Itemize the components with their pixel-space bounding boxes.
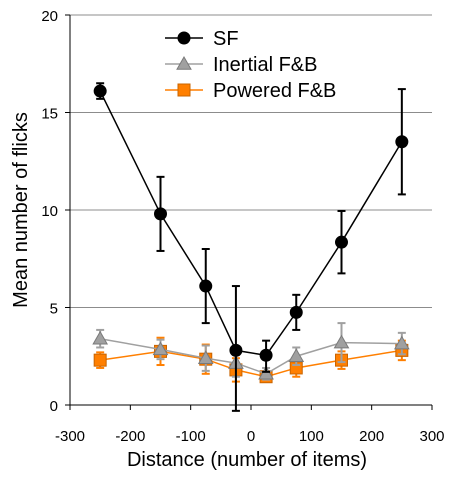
data-point-inertial-f-b-5 — [288, 348, 305, 362]
y-tick-label-15: 15 — [41, 106, 58, 123]
legend-item-powered-f-b: Powered F&B — [165, 80, 336, 102]
data-point-sf-0 — [93, 84, 107, 98]
legend-label-inertial-f-b: Inertial F&B — [213, 54, 317, 76]
data-point-sf-3 — [229, 343, 243, 357]
series-line-inertial-f-b — [100, 337, 402, 375]
legend-label-sf: SF — [213, 28, 239, 50]
legend-item-sf: SF — [165, 28, 239, 50]
data-point-inertial-f-b-0 — [92, 330, 109, 345]
y-axis-title: Mean number of flicks — [10, 112, 32, 308]
x-tick-label-200: 200 — [359, 428, 384, 445]
legend-marker-sf — [177, 31, 191, 45]
series-powered-f-b — [93, 336, 409, 384]
x-tick-label--200: -200 — [115, 428, 145, 445]
y-tick-label-0: 0 — [50, 398, 58, 415]
data-point-sf-2 — [199, 279, 213, 293]
data-point-sf-4 — [259, 348, 273, 362]
data-point-inertial-f-b-1 — [152, 341, 169, 356]
x-tick-label-0: 0 — [247, 428, 255, 445]
data-point-inertial-f-b-7 — [393, 335, 410, 350]
gridlines — [70, 14, 432, 308]
ticks: -300 -200 -100 0 100 200 300 0 5 10 15 20 — [41, 8, 444, 445]
y-tick-label-20: 20 — [41, 8, 58, 25]
x-tick-label-100: 100 — [299, 428, 324, 445]
legend-item-inertial-f-b: Inertial F&B — [165, 54, 317, 76]
series-inertial-f-b — [92, 322, 410, 381]
series-line-sf — [99, 90, 403, 357]
x-tick-label-300: 300 — [419, 428, 444, 445]
legend-marker-inertial-f-b — [176, 55, 192, 70]
legend-label-powered-f-b: Powered F&B — [213, 80, 336, 102]
x-tick-label--100: -100 — [176, 428, 206, 445]
data-point-sf-6 — [335, 235, 348, 249]
data-point-powered-f-b-0 — [93, 353, 107, 367]
data-point-inertial-f-b-2 — [197, 350, 214, 364]
x-tick-label--300: -300 — [55, 428, 85, 445]
series-sf — [93, 82, 409, 412]
y-tick-label-5: 5 — [50, 301, 58, 318]
data-point-sf-5 — [289, 305, 303, 319]
series — [92, 82, 410, 412]
data-point-inertial-f-b-6 — [333, 334, 350, 349]
x-axis-title: Distance (number of items) — [127, 449, 367, 471]
data-point-sf-7 — [395, 135, 409, 149]
y-tick-label-10: 10 — [41, 203, 58, 220]
legend: SF Inertial F&B Powered F&B — [165, 28, 336, 102]
legend-marker-powered-f-b — [177, 83, 191, 97]
data-point-sf-1 — [154, 207, 167, 221]
data-point-inertial-f-b-4 — [258, 365, 274, 380]
series-line-powered-f-b — [100, 349, 402, 378]
